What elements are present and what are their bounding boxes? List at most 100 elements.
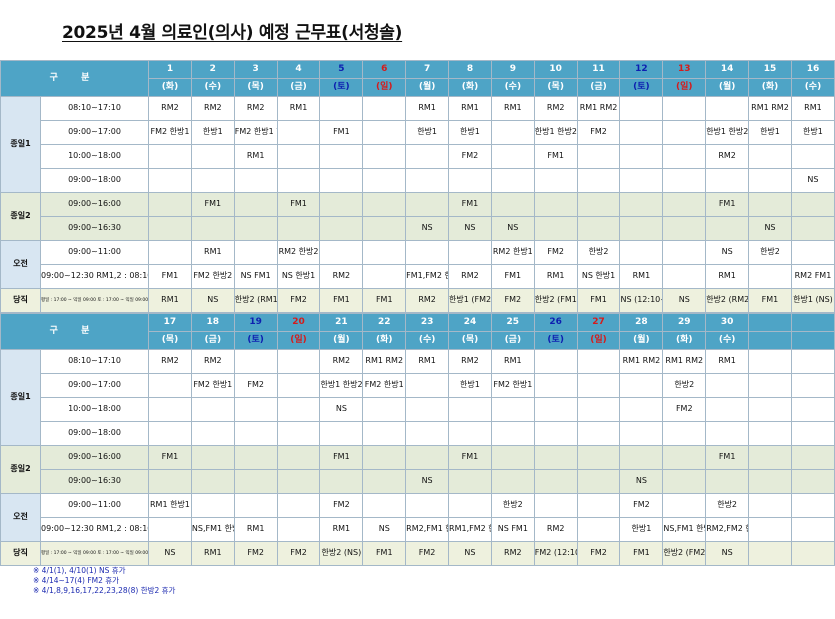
schedule-cell: RM1 xyxy=(619,264,664,289)
schedule-cell xyxy=(405,168,450,193)
schedule-cell: NS,FM1 한방2 xyxy=(190,517,235,542)
schedule-cell xyxy=(662,469,707,494)
day-number: 24 xyxy=(448,313,492,332)
day-weekday: (월) xyxy=(619,331,664,350)
schedule-cell xyxy=(276,216,321,241)
schedule-cell: FM1,FM2 한방2 xyxy=(405,264,450,289)
duty-cell: 한방2 (NS) xyxy=(319,541,364,566)
day-number: 29 xyxy=(662,313,707,332)
schedule-cell xyxy=(190,421,235,446)
time-slot-label: 10:00~18:00 xyxy=(39,397,150,422)
duty-cell: FM1 xyxy=(319,288,364,313)
schedule-cell: NS xyxy=(405,469,450,494)
schedule-cell xyxy=(662,445,707,470)
schedule-cell xyxy=(190,397,235,422)
schedule-cell: FM1 xyxy=(705,192,750,217)
page-title: 2025년 4월 의료인(의사) 예정 근무표(서청솔) xyxy=(62,23,403,43)
schedule-cell xyxy=(705,168,750,193)
schedule-cell xyxy=(276,144,321,169)
schedule-cell: RM1 RM2 xyxy=(619,349,664,374)
schedule-cell xyxy=(319,240,364,265)
schedule-cell xyxy=(233,397,278,422)
day-weekday: (월) xyxy=(705,78,750,97)
schedule-cell xyxy=(790,421,835,446)
schedule-cell xyxy=(533,349,578,374)
schedule-cell: NS xyxy=(748,216,792,241)
schedule-cell xyxy=(490,144,535,169)
schedule-cell xyxy=(619,192,664,217)
table-row: 09:00~18:00 NS xyxy=(1,168,835,193)
day-number: 21 xyxy=(319,313,364,332)
schedule-cell xyxy=(705,421,750,446)
schedule-cell xyxy=(233,493,278,518)
schedule-cell xyxy=(448,469,492,494)
schedule-cell xyxy=(490,469,535,494)
table-row: 종일1 08:10~17:10 RM2 RM2 RM2 RM1 RM2 RM1 RM2 RM1 R… xyxy=(0,349,835,446)
schedule-cell: FM2 xyxy=(619,493,664,518)
vacation-notes: ※ 4/1(1), 4/10(1) NS 휴가 ※ 4/14~17(4) FM2… xyxy=(33,566,175,596)
schedule-cell: 한방1 xyxy=(405,120,450,145)
day-weekday: (수) xyxy=(490,78,535,97)
schedule-cell: FM2 한방1 xyxy=(148,120,192,145)
schedule-cell xyxy=(190,144,235,169)
schedule-cell xyxy=(619,96,664,121)
schedule-cell xyxy=(276,168,321,193)
schedule-cell: RM2 xyxy=(533,517,578,542)
time-slot-label: 09:00~17:00 xyxy=(39,373,150,398)
schedule-cell: FM1 xyxy=(448,192,492,217)
schedule-cell: NS 한방1 xyxy=(576,264,621,289)
schedule-cell: RM1 xyxy=(405,96,450,121)
schedule-cell: RM1 xyxy=(190,240,235,265)
schedule-cell xyxy=(490,168,535,193)
schedule-table-first-half: 구 분 1 2 3 4 5 6 7 8 9 10 11 12 13 14 15 16 (화) (수) (목) (금) (토… xyxy=(0,60,835,313)
schedule-cell xyxy=(705,373,750,398)
schedule-cell xyxy=(276,120,321,145)
schedule-cell: RM2 xyxy=(148,96,192,121)
schedule-cell: NS xyxy=(448,216,492,241)
schedule-cell: FM1 xyxy=(148,264,192,289)
day-number: 17 xyxy=(148,313,192,332)
schedule-cell xyxy=(576,216,621,241)
schedule-cell xyxy=(748,469,792,494)
day-number: 22 xyxy=(362,313,407,332)
schedule-cell xyxy=(362,120,407,145)
schedule-cell xyxy=(362,96,407,121)
schedule-cell xyxy=(790,517,835,542)
shift-group-label: 종일1 xyxy=(0,349,41,446)
schedule-cell xyxy=(362,216,407,241)
schedule-cell: 한방1 xyxy=(448,373,492,398)
table-row: 09:00~16:30 NS NS xyxy=(0,469,835,494)
schedule-cell xyxy=(662,216,707,241)
schedule-cell xyxy=(233,349,278,374)
schedule-cell xyxy=(748,192,792,217)
schedule-cell xyxy=(576,517,621,542)
schedule-cell: RM1 xyxy=(705,349,750,374)
schedule-cell xyxy=(405,493,450,518)
schedule-cell xyxy=(319,216,364,241)
schedule-cell: FM1 xyxy=(148,445,192,470)
shift-group-label: 종일2 xyxy=(0,445,41,494)
time-slot-label: 10:00~18:00 xyxy=(39,144,150,169)
schedule-cell xyxy=(276,445,321,470)
schedule-cell xyxy=(276,421,321,446)
schedule-cell xyxy=(790,192,835,217)
schedule-cell xyxy=(233,192,278,217)
table-row: 09:00~18:00 xyxy=(1,421,835,446)
day-number: 5 xyxy=(319,60,364,79)
schedule-cell: FM2 한방1 xyxy=(362,373,407,398)
note-item: ※ 4/1(1), 4/10(1) NS 휴가 xyxy=(33,566,126,575)
schedule-cell xyxy=(705,96,750,121)
schedule-cell xyxy=(362,469,407,494)
day-number: 3 xyxy=(233,60,278,79)
schedule-cell xyxy=(448,168,492,193)
shift-group-label: 종일2 xyxy=(0,192,41,241)
day-number: 12 xyxy=(619,60,664,79)
schedule-cell xyxy=(748,397,792,422)
schedule-cell xyxy=(662,144,707,169)
duty-cell: FM1 xyxy=(619,541,664,566)
schedule-cell xyxy=(662,96,707,121)
schedule-cell: RM2,FM1 한방1 xyxy=(405,517,450,542)
table-row: 종일2 09:00~16:00 FM1 FM1 FM1 FM1 xyxy=(0,192,835,241)
schedule-cell: NS FM1 xyxy=(233,264,278,289)
day-weekday: (토) xyxy=(619,78,664,97)
